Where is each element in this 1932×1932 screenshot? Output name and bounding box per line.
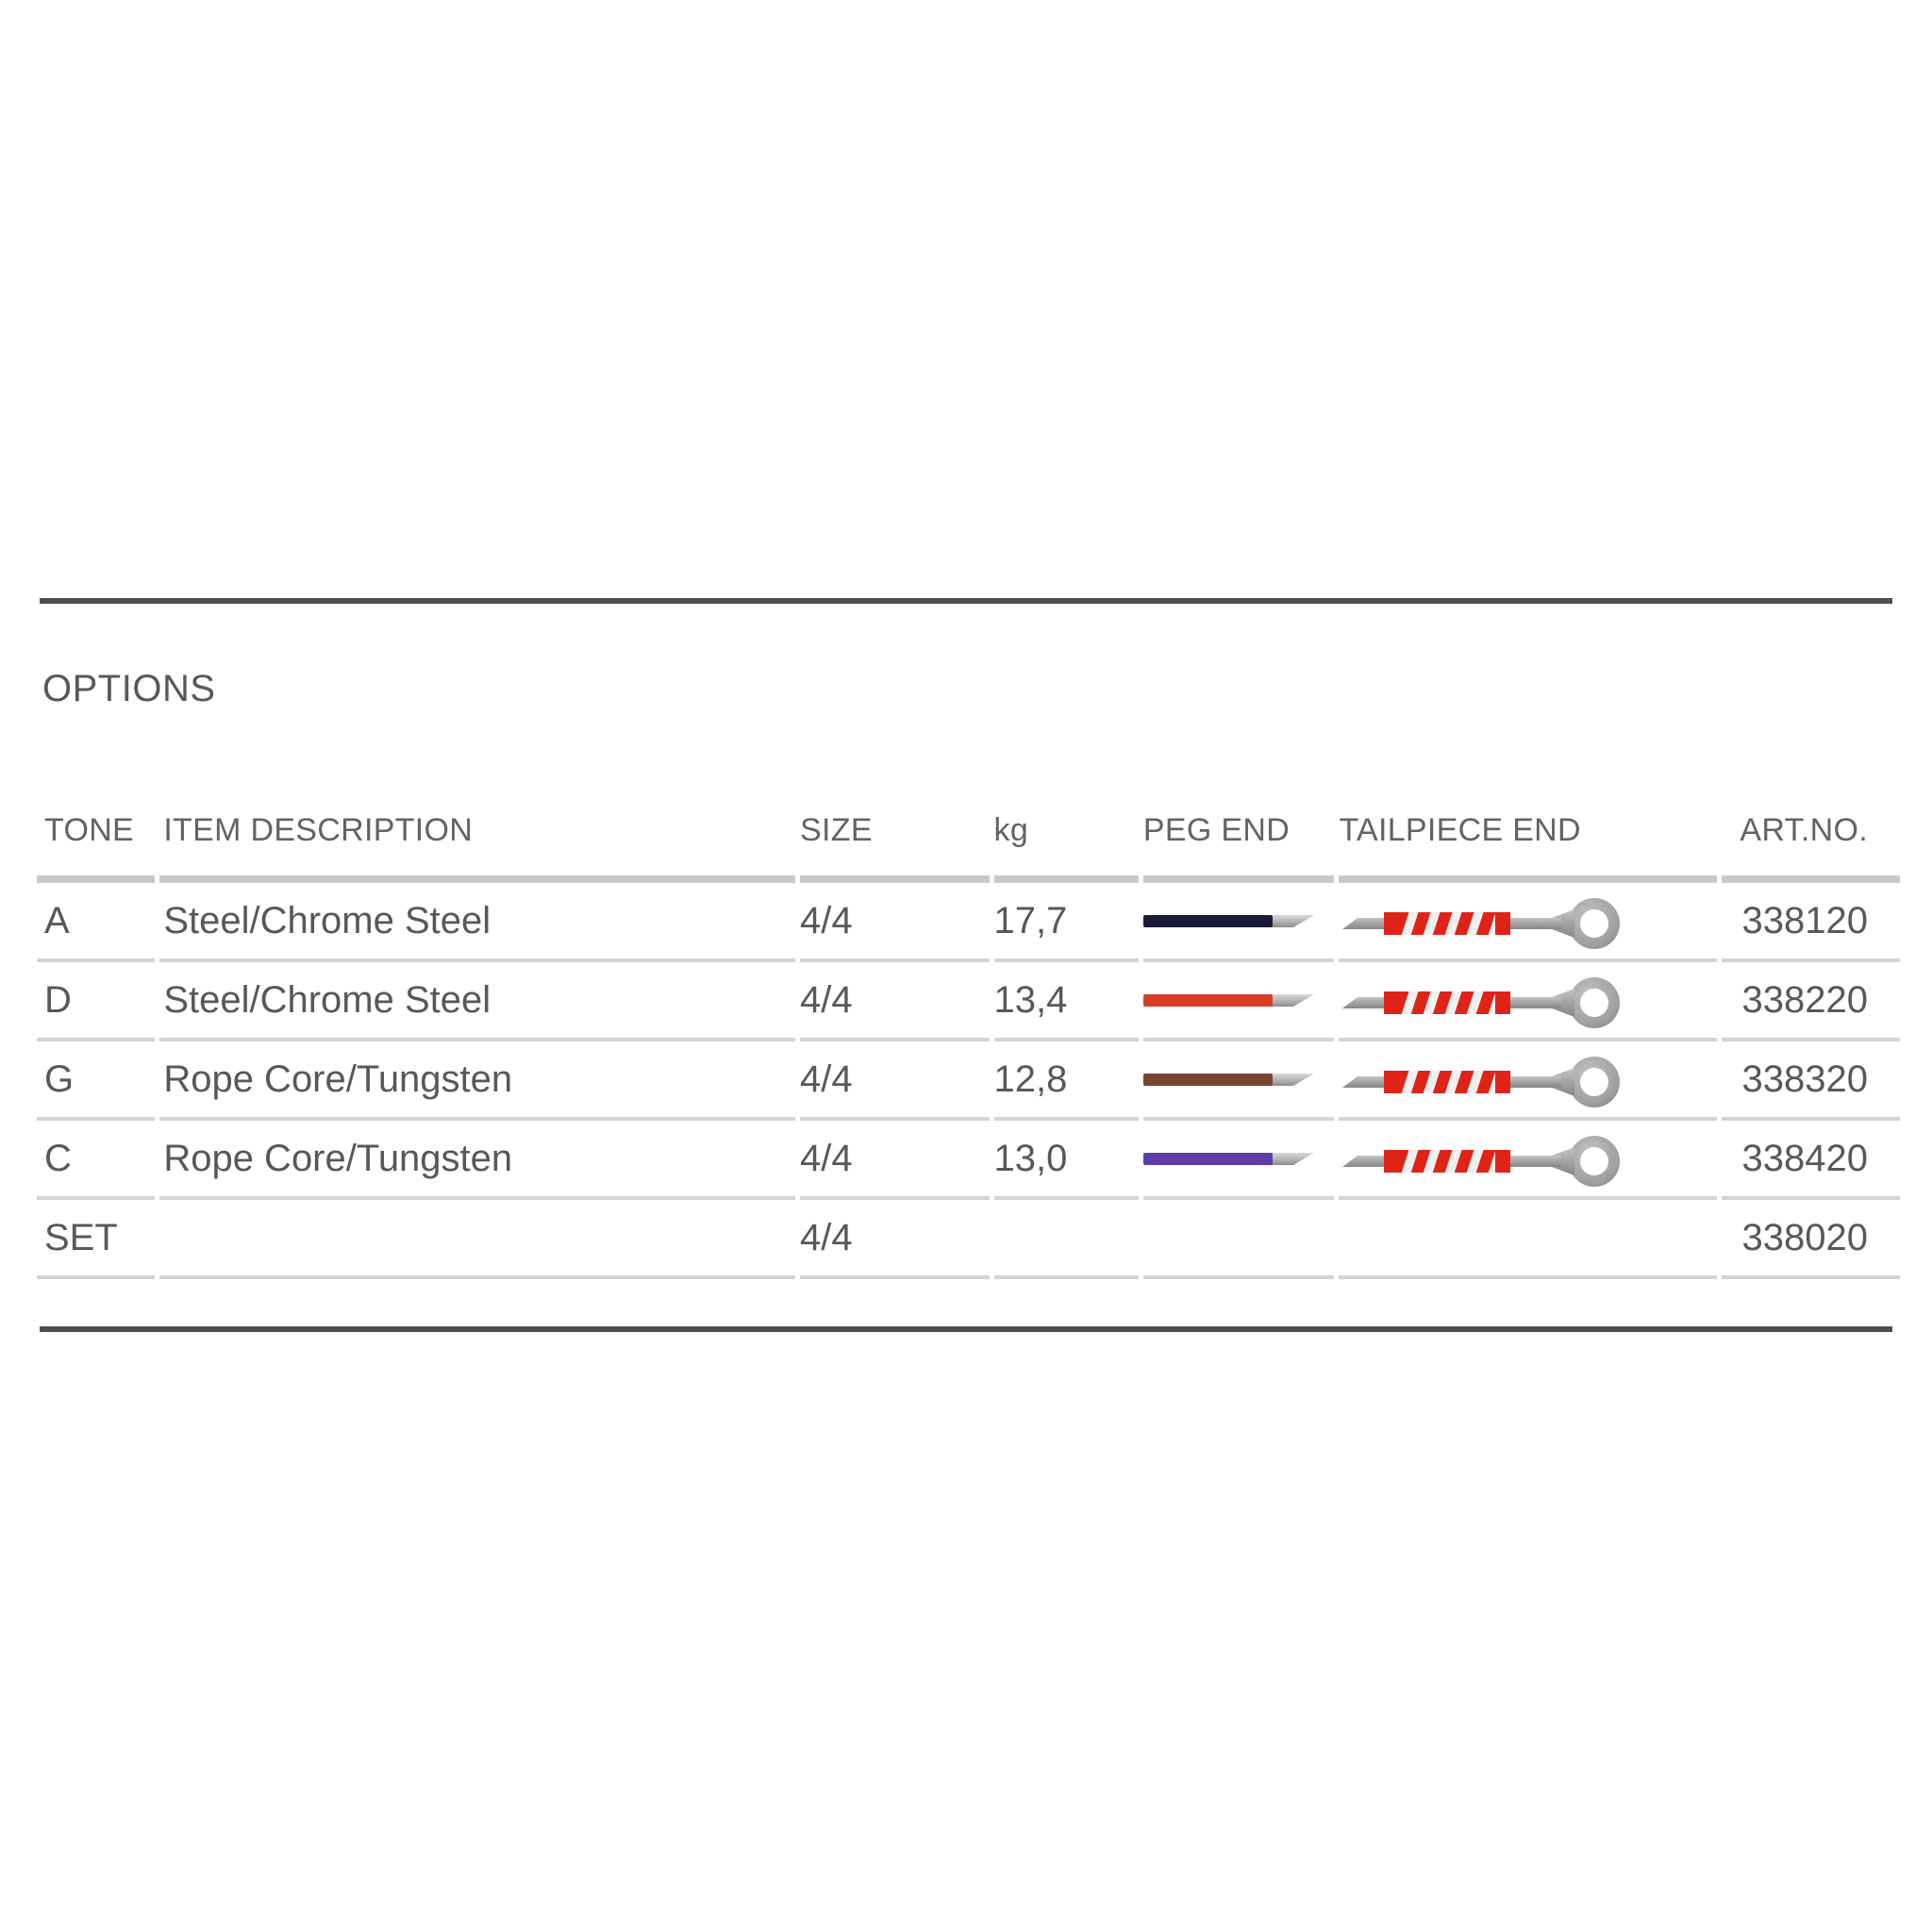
cell-tone: A	[37, 883, 156, 962]
cell-kg: 17,7	[993, 883, 1139, 962]
column-header-item-description: ITEM DESCRIPTION	[159, 715, 796, 883]
cell-peg-end	[1142, 1121, 1335, 1200]
cell-art-no: 338220	[1722, 962, 1900, 1041]
empty-cell	[37, 1279, 1900, 1360]
table-header-row: TONE ITEM DESCRIPTION SIZE kg PEG END TA…	[37, 715, 1900, 883]
cell-kg: 13,0	[993, 1121, 1139, 1200]
cell-size: 4/4	[800, 1041, 990, 1121]
table-row: G Rope Core/Tungsten 4/4 12,8 338320	[37, 1041, 1900, 1121]
cell-art-no: 338020	[1722, 1200, 1900, 1279]
table-row: SET 4/4 338020	[37, 1200, 1900, 1279]
cell-tone: D	[37, 962, 156, 1041]
cell-art-no: 338320	[1722, 1041, 1900, 1121]
string-tailpiece-end-icon	[1342, 977, 1621, 1028]
cell-size: 4/4	[800, 1121, 990, 1200]
cell-size: 4/4	[800, 962, 990, 1041]
cell-tailpiece-end	[1339, 883, 1718, 962]
cell-peg-end	[1142, 962, 1335, 1041]
table-row: D Steel/Chrome Steel 4/4 13,4 338220	[37, 962, 1900, 1041]
cell-size: 4/4	[800, 1200, 990, 1279]
cell-tone: C	[37, 1121, 156, 1200]
column-header-size: SIZE	[800, 715, 990, 883]
options-heading: OPTIONS	[42, 668, 216, 709]
cell-peg-end	[1142, 1200, 1335, 1279]
string-tailpiece-end-icon	[1342, 898, 1621, 949]
cell-tailpiece-end	[1339, 1041, 1718, 1121]
cell-tailpiece-end	[1339, 962, 1718, 1041]
cell-size: 4/4	[800, 883, 990, 962]
string-peg-end-icon	[1142, 994, 1314, 1007]
cell-tailpiece-end	[1339, 1200, 1718, 1279]
string-peg-end-icon	[1142, 915, 1314, 927]
cell-kg: 12,8	[993, 1041, 1139, 1121]
bottom-divider-rule	[40, 1326, 1892, 1332]
table-row-empty	[37, 1279, 1900, 1360]
cell-tone: G	[37, 1041, 156, 1121]
cell-tailpiece-end	[1339, 1121, 1718, 1200]
column-header-tailpiece-end: TAILPIECE END	[1339, 715, 1718, 883]
cell-art-no: 338420	[1722, 1121, 1900, 1200]
cell-item-description: Steel/Chrome Steel	[159, 883, 796, 962]
cell-art-no: 338120	[1722, 883, 1900, 962]
string-peg-end-icon	[1142, 1074, 1314, 1086]
cell-kg	[993, 1200, 1139, 1279]
column-header-art-no: ART.NO.	[1722, 715, 1900, 883]
cell-item-description	[159, 1200, 796, 1279]
cell-item-description: Steel/Chrome Steel	[159, 962, 796, 1041]
column-header-tone: TONE	[37, 715, 156, 883]
column-header-peg-end: PEG END	[1142, 715, 1335, 883]
cell-tone: SET	[37, 1200, 156, 1279]
cell-peg-end	[1142, 1041, 1335, 1121]
string-tailpiece-end-icon	[1342, 1057, 1621, 1108]
cell-item-description: Rope Core/Tungsten	[159, 1121, 796, 1200]
cell-kg: 13,4	[993, 962, 1139, 1041]
column-header-kg: kg	[993, 715, 1139, 883]
cell-peg-end	[1142, 883, 1335, 962]
top-divider-rule	[40, 598, 1892, 604]
string-peg-end-icon	[1142, 1153, 1314, 1165]
string-tailpiece-end-icon	[1342, 1136, 1621, 1187]
options-table: TONE ITEM DESCRIPTION SIZE kg PEG END TA…	[32, 715, 1905, 1360]
table-row: C Rope Core/Tungsten 4/4 13,0 338420	[37, 1121, 1900, 1200]
table-row: A Steel/Chrome Steel 4/4 17,7 338120	[37, 883, 1900, 962]
cell-item-description: Rope Core/Tungsten	[159, 1041, 796, 1121]
